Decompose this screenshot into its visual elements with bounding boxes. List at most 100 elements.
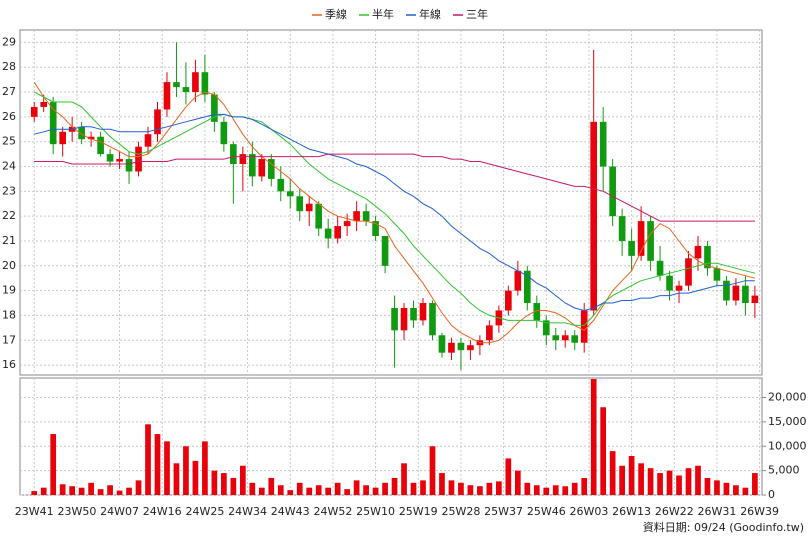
candle-body [249, 154, 256, 177]
y-tick-label: 23 [2, 184, 16, 197]
volume-bar [505, 458, 512, 495]
candle-body [723, 280, 730, 301]
volume-bar [40, 487, 47, 495]
volume-panel [19, 377, 763, 496]
x-tick-label: 26W03 [570, 505, 609, 518]
volume-bar [723, 482, 730, 495]
volume-bar [363, 485, 369, 495]
volume-bar [410, 482, 417, 495]
candle-body [125, 159, 133, 172]
candle-body [694, 245, 702, 259]
x-tick-label: 24W52 [313, 505, 352, 518]
volume-bar [69, 486, 75, 495]
candle-body [144, 134, 152, 147]
candle-body [675, 285, 683, 291]
candle-body [173, 82, 180, 88]
volume-bar [183, 446, 189, 495]
volume-bar [533, 485, 540, 495]
legend-label: 三年 [466, 7, 488, 21]
volume-bar [306, 487, 313, 495]
x-tick-label: 26W31 [698, 505, 737, 518]
candle-body [561, 335, 569, 341]
candle-body [324, 228, 332, 239]
candle-body [457, 342, 465, 351]
candle-body [429, 303, 436, 336]
volume-bar [192, 460, 199, 495]
volume-bar [514, 470, 521, 495]
volume-bar [88, 482, 94, 495]
y-tick-label: 0 [768, 488, 775, 501]
candle-body [685, 258, 692, 286]
candle-body [87, 136, 95, 140]
volume-bar [647, 468, 654, 495]
volume-bar [334, 482, 341, 495]
candle-body [400, 307, 408, 331]
volume-bar [562, 486, 569, 495]
x-tick-label: 24W25 [185, 505, 224, 518]
legend-label: 半年 [372, 7, 394, 21]
y-tick-label: 16 [2, 358, 16, 371]
candle-body [182, 87, 190, 93]
candle-body [59, 131, 66, 145]
candle-body [239, 154, 247, 165]
volume-bar [752, 473, 758, 495]
x-tick-label: 26W13 [612, 505, 651, 518]
candle-body [599, 121, 607, 167]
volume-bar [486, 482, 493, 495]
y-tick-label: 26 [2, 110, 16, 123]
candle-body [637, 221, 645, 256]
volume-bar [714, 480, 720, 495]
volume-bar [126, 487, 132, 495]
y-tick-label: 18 [2, 308, 16, 321]
volume-bar [733, 485, 739, 495]
candle-body [78, 126, 85, 140]
candle-body [343, 221, 351, 227]
y-tick-label: 27 [2, 85, 16, 98]
volume-bar [164, 441, 170, 495]
candle-body [628, 240, 635, 256]
volume-bar [657, 473, 663, 495]
candle-body [258, 159, 266, 177]
y-tick-label: 19 [2, 284, 16, 297]
volume-bar [135, 480, 142, 495]
x-tick-label: 26W22 [655, 505, 694, 518]
candle-body [438, 335, 446, 353]
candle-body [751, 295, 759, 304]
candle-body [277, 178, 285, 192]
candle-body [410, 307, 417, 321]
legend-label: 季線 [325, 7, 347, 21]
candle-body [97, 136, 104, 155]
candle-body [30, 106, 38, 117]
y-tick-label: 29 [2, 35, 16, 48]
candle-body [362, 211, 370, 222]
candle-body [334, 226, 341, 239]
x-tick-label: 24W07 [100, 505, 139, 518]
price-panel [19, 29, 763, 376]
candle-body [467, 345, 474, 351]
candle-body [552, 335, 560, 341]
volume-bar [116, 490, 123, 495]
volume-bar [439, 473, 445, 495]
y-tick-label: 24 [2, 160, 16, 173]
volume-bar [353, 480, 360, 495]
volume-bar [420, 480, 426, 495]
candle-body [704, 245, 711, 269]
volume-bar [571, 482, 578, 495]
volume-bar [154, 434, 161, 495]
candle-body [618, 216, 626, 241]
volume-bar [609, 451, 616, 495]
volume-bar [145, 424, 151, 495]
candle-body [135, 146, 142, 172]
volume-bar [704, 477, 711, 495]
y-tick-label: 22 [2, 209, 16, 222]
candle-body [419, 303, 427, 321]
y-tick-label: 17 [2, 333, 16, 346]
candle-body [514, 270, 522, 291]
volume-bar [239, 465, 246, 495]
candle-body [305, 203, 313, 212]
candle-body [523, 270, 531, 304]
candle-body [49, 101, 57, 145]
volume-bar [638, 463, 644, 495]
